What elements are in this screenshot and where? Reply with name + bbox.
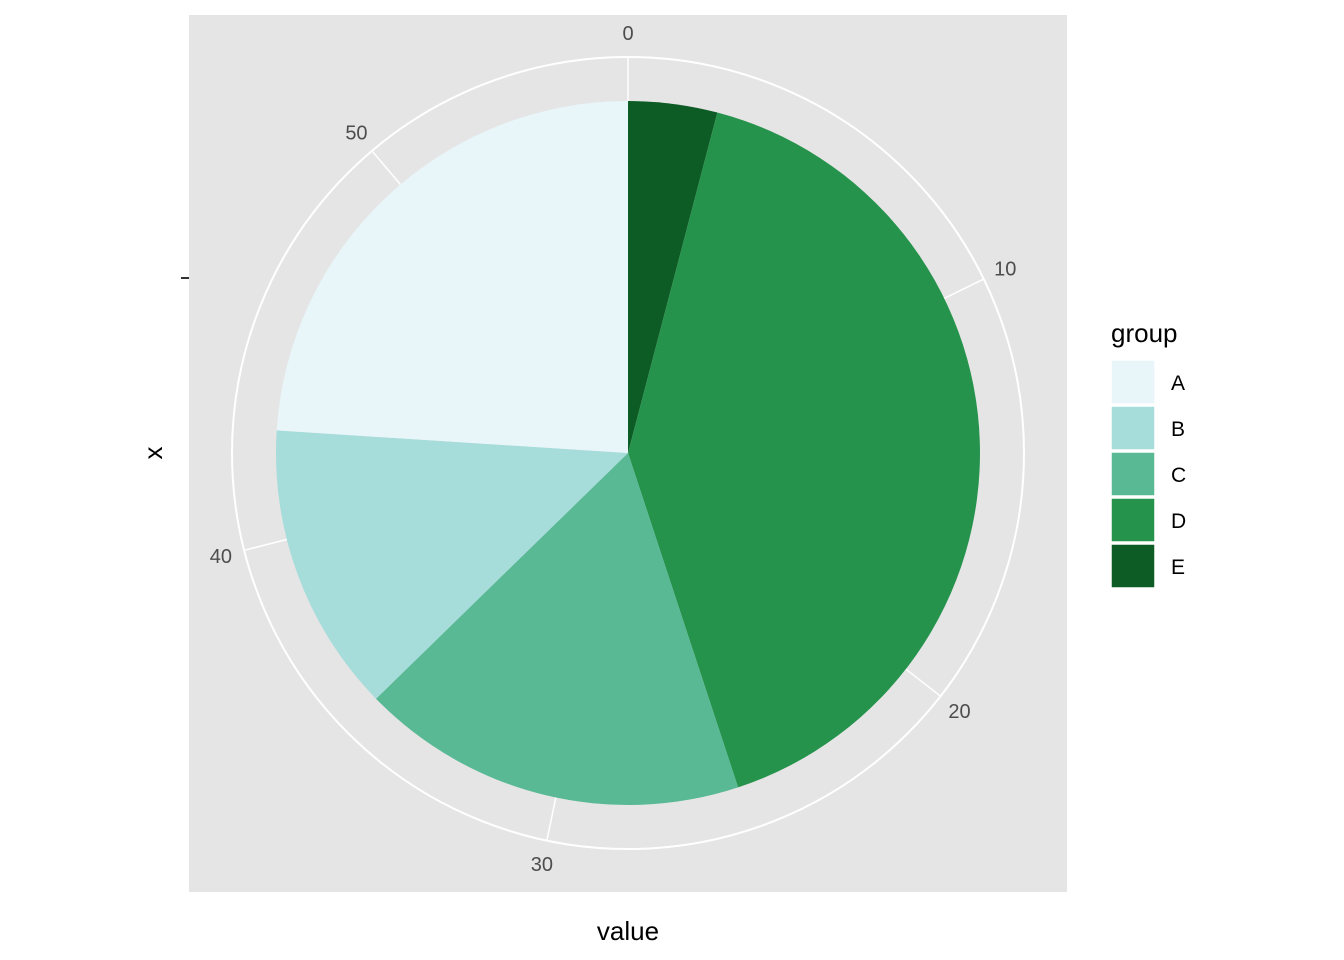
angle-tick-label-0: 0 <box>622 23 633 45</box>
legend-key-b <box>1110 405 1156 451</box>
legend-key-c <box>1110 451 1156 497</box>
legend-label-d: D <box>1171 510 1186 533</box>
angle-tick-label-10: 10 <box>994 259 1016 281</box>
angle-tick-label-40: 40 <box>210 546 232 568</box>
pie-slice-b <box>275 430 628 699</box>
tick-layer: 0 10 20 30 40 50 <box>210 23 1017 876</box>
legend-label-c: C <box>1171 464 1186 487</box>
angle-tick-label-20: 20 <box>948 701 970 723</box>
slice-layer <box>275 100 980 805</box>
legend-label-a: A <box>1171 372 1185 395</box>
pie-slice-d <box>628 112 980 788</box>
angle-tick-label-50: 50 <box>345 123 367 145</box>
legend-label-e: E <box>1171 556 1185 579</box>
legend-label-b: B <box>1171 418 1185 441</box>
legend-key-d <box>1110 497 1156 543</box>
legend-key-e <box>1110 543 1156 589</box>
legend-title: group <box>1111 318 1178 348</box>
pie-slice-e <box>628 101 718 453</box>
pie-slice-c <box>375 453 739 805</box>
legend-key-a <box>1110 359 1156 405</box>
y-axis-title: x <box>138 447 168 460</box>
angle-tick-label-30: 30 <box>531 854 553 876</box>
x-axis-title: value <box>597 916 659 946</box>
pie-slice-a <box>276 100 628 454</box>
